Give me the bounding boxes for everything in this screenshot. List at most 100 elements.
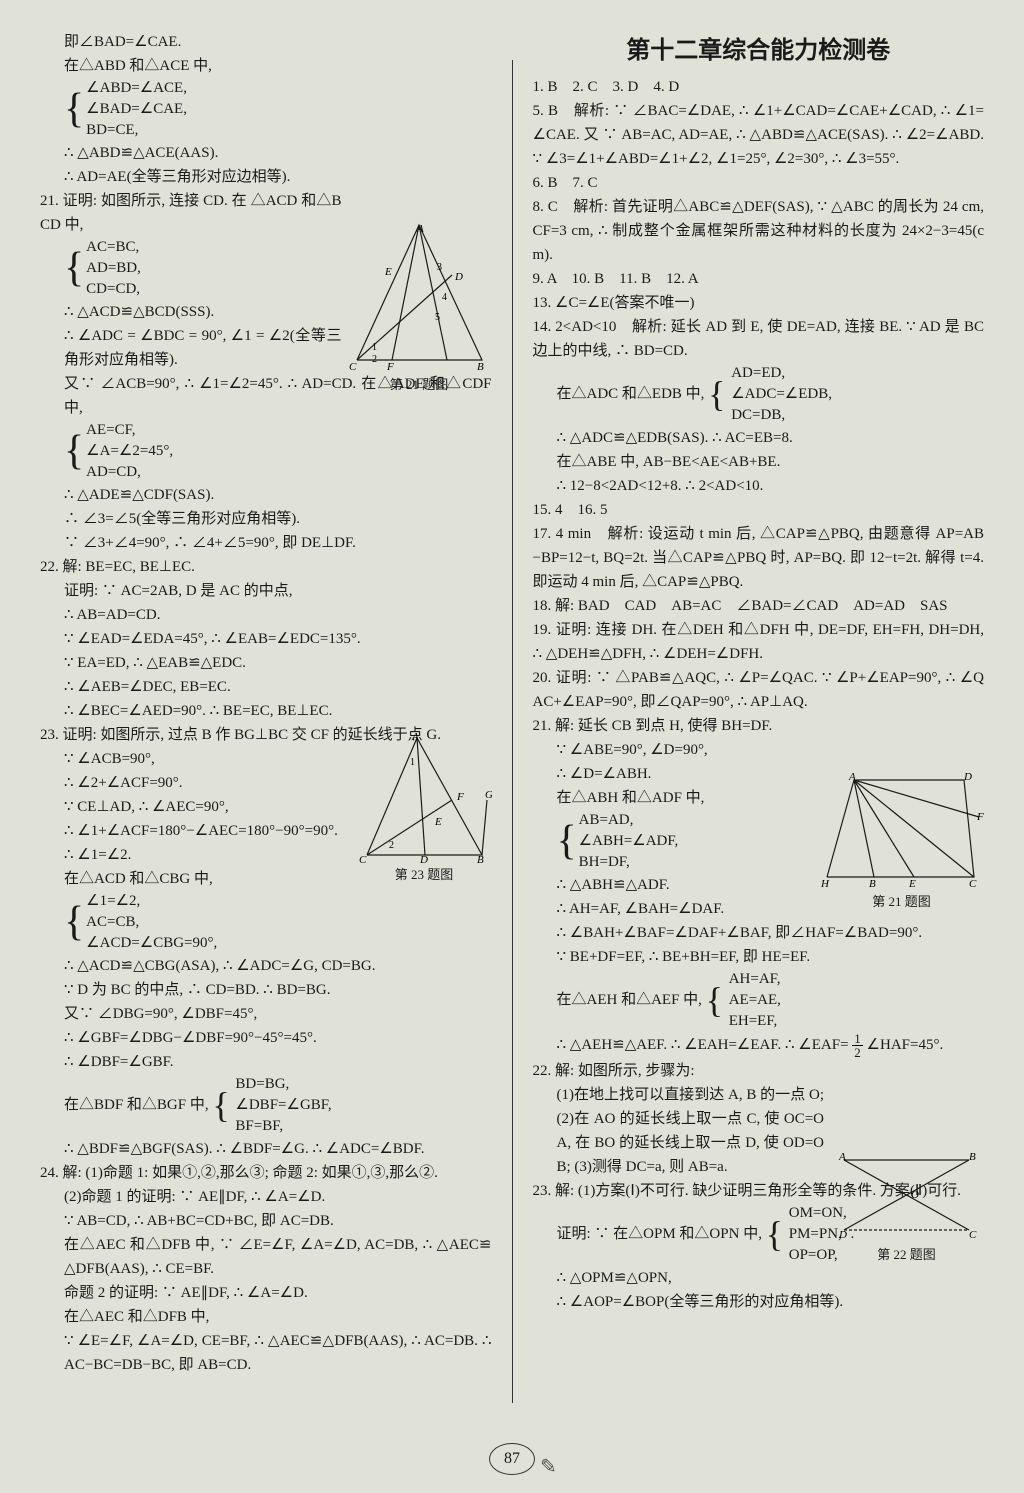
fraction: 1 2 xyxy=(852,1032,863,1059)
brace-item: AC=BC, xyxy=(86,237,141,258)
brace-icon: { xyxy=(766,1214,783,1254)
cross-diagram-icon: A B C D O xyxy=(829,1150,984,1245)
right-column: 第十二章综合能力检测卷 1. B 2. C 3. D 4. D 5. B 解析:… xyxy=(533,30,985,1433)
brace-icon: { xyxy=(64,904,84,942)
page-number: 87 xyxy=(489,1443,535,1475)
svg-text:F: F xyxy=(976,811,984,823)
text: ∴ AD=AE(全等三角形对应边相等). xyxy=(40,165,492,189)
brace-icon: { xyxy=(557,823,577,861)
brace-item: ∠1=∠2, xyxy=(86,891,217,912)
brace-group: { ∠1=∠2, AC=CB, ∠ACD=∠CBG=90°, xyxy=(40,891,492,954)
svg-text:D: D xyxy=(454,271,463,283)
column-divider xyxy=(512,60,513,1403)
svg-text:C: C xyxy=(349,361,357,373)
text: ∴ △ABD≌△ACE(AAS). xyxy=(40,141,492,165)
text: ∴ △AEH≌△AEF. ∴ ∠EAH=∠EAF. ∴ ∠EAF= 1 2 ∠H… xyxy=(533,1032,985,1059)
brace-item: ∠BAD=∠CAE, xyxy=(86,99,187,120)
svg-text:C: C xyxy=(969,878,977,890)
text: ∴ △ADE≌△CDF(SAS). xyxy=(40,483,492,507)
figure-caption: 第 22 题图 xyxy=(829,1244,984,1263)
svg-text:F: F xyxy=(386,361,394,373)
problem-21: 21. 解: 延长 CB 到点 H, 使得 BH=DF. xyxy=(533,714,985,738)
answers: 9. A 10. B 11. B 12. A xyxy=(533,267,985,291)
denominator: 2 xyxy=(852,1046,863,1059)
svg-text:D: D xyxy=(963,772,972,783)
problem-19: 19. 证明: 连接 DH. 在△DEH 和△DFH 中, DE=DF, EH=… xyxy=(533,618,985,666)
brace-icon: { xyxy=(212,1085,229,1125)
text: 在△AEH 和△AEF 中, xyxy=(557,992,702,1008)
brace-item: ∠ACD=∠CBG=90°, xyxy=(86,933,217,954)
problem-22: 22. 解: BE=EC, BE⊥EC. xyxy=(40,555,492,579)
text: 证明: ∵ 在△OPM 和△OPN 中, xyxy=(557,1226,762,1242)
svg-text:O: O xyxy=(911,1189,919,1201)
svg-text:E: E xyxy=(908,878,916,890)
answers: 6. B 7. C xyxy=(533,171,985,195)
text: 在△ABE 中, AB−BE<AE<AB+BE. xyxy=(533,450,985,474)
problem-18: 18. 解: BAD CAD AB=AC ∠BAD=∠CAD AD=AD SAS xyxy=(533,594,985,618)
svg-text:A: A xyxy=(848,772,856,783)
text: ∵ ∠3+∠4=90°, ∴ ∠4+∠5=90°, 即 DE⊥DF. xyxy=(40,531,492,555)
text: 证明: ∵ AC=2AB, D 是 AC 的中点, xyxy=(40,579,492,603)
numerator: 1 xyxy=(852,1032,863,1046)
left-column: 即∠BAD=∠CAE. 在△ABD 和△ACE 中, { ∠ABD=∠ACE, … xyxy=(40,30,492,1433)
text: 即∠BAD=∠CAE. xyxy=(40,30,492,54)
text: ∴ ∠AEB=∠DEC, EB=EC. xyxy=(40,675,492,699)
svg-text:E: E xyxy=(434,816,442,828)
text: ∵ EA=ED, ∴ △EAB≌△EDC. xyxy=(40,651,492,675)
svg-text:5: 5 xyxy=(435,312,440,323)
text: ∴ ∠DBF=∠GBF. xyxy=(40,1050,492,1074)
svg-text:C: C xyxy=(969,1229,977,1241)
brace-item: AH=AF, xyxy=(729,969,781,990)
text: ∴ ∠AOP=∠BOP(全等三角形的对应角相等). xyxy=(533,1290,985,1314)
svg-text:G: G xyxy=(485,789,492,801)
triangle-diagram-icon: A C B F D E 3 4 5 1 2 xyxy=(347,220,492,375)
text: ∴ △ADC≌△EDB(SAS). ∴ AC=EB=8. xyxy=(533,426,985,450)
text: ∵ AB=CD, ∴ AB+BC=CD+BC, 即 AC=DB. xyxy=(40,1209,492,1233)
answers: 15. 4 16. 5 xyxy=(533,498,985,522)
svg-text:B: B xyxy=(969,1151,976,1163)
brace-item: BH=DF, xyxy=(579,852,679,873)
text: ∴ ∠BEC=∠AED=90°. ∴ BE=EC, BE⊥EC. xyxy=(40,699,492,723)
text: ∴ △AEH≌△AEF. ∴ ∠EAH=∠EAF. ∴ ∠EAF= xyxy=(557,1037,849,1053)
svg-text:3: 3 xyxy=(437,262,442,273)
figure-21: A C B F D E 3 4 5 1 2 第 21 题图 xyxy=(347,220,492,375)
text: 在△ABD 和△ACE 中, xyxy=(40,54,492,78)
brace-group: { ∠ABD=∠ACE, ∠BAD=∠CAE, BD=CE, xyxy=(40,78,492,141)
svg-text:F: F xyxy=(456,791,464,803)
text: 在△AEC 和△DFB 中, xyxy=(40,1305,492,1329)
problem-5: 5. B 解析: ∵ ∠BAC=∠DAE, ∴ ∠1+∠CAD=∠CAE+∠CA… xyxy=(533,99,985,171)
brace-group: { AE=CF, ∠A=∠2=45°, AD=CD, xyxy=(40,420,492,483)
figure-caption: 第 23 题图 xyxy=(357,864,492,883)
figure-23: A C B D E F G 1 2 第 23 题图 xyxy=(357,730,492,865)
text: ∵ BE+DF=EF, ∴ BE+BH=EF, 即 HE=EF. xyxy=(533,945,985,969)
brace-item: ∠A=∠2=45°, xyxy=(86,441,173,462)
brace-item: BF=BF, xyxy=(235,1116,331,1137)
text: ∴ △OPM≌△OPN, xyxy=(533,1266,985,1290)
brace-item: AD=BD, xyxy=(86,258,141,279)
text: 在△AEC 和△DFB 中, ∵ ∠E=∠F, ∠A=∠D, AC=DB, ∴ … xyxy=(40,1233,492,1281)
brace-item: BD=CE, xyxy=(86,120,187,141)
text: ∴ AB=AD=CD. xyxy=(40,603,492,627)
text: ∴ ∠GBF=∠DBG−∠DBF=90°−45°=45°. xyxy=(40,1026,492,1050)
svg-text:H: H xyxy=(820,878,830,890)
problem-8: 8. C 解析: 首先证明△ABC≌△DEF(SAS), ∵ △ABC 的周长为… xyxy=(533,195,985,267)
svg-text:4: 4 xyxy=(442,292,447,303)
svg-text:2: 2 xyxy=(372,354,377,365)
chapter-title: 第十二章综合能力检测卷 xyxy=(533,30,985,65)
pencil-icon: ✎ xyxy=(540,1454,557,1479)
figure-caption: 第 21 题图 xyxy=(819,891,984,910)
text: ∴ ∠BAH+∠BAF=∠DAF+∠BAF, 即∠HAF=∠BAD=90°. xyxy=(533,921,985,945)
problem-13: 13. ∠C=∠E(答案不唯一) xyxy=(533,291,985,315)
svg-text:2: 2 xyxy=(389,840,394,851)
text: ∵ ∠ABE=90°, ∠D=90°, xyxy=(533,738,985,762)
quadrilateral-diagram-icon: A D F C E B H xyxy=(819,772,984,892)
brace-icon: { xyxy=(64,91,84,129)
brace-item: ∠ADC=∠EDB, xyxy=(731,384,832,405)
brace-item: CD=CD, xyxy=(86,279,141,300)
triangle-diagram-icon: A C B D E F G 1 2 xyxy=(357,730,492,865)
text: ∴ △ACD≌△CBG(ASA), ∴ ∠ADC=∠G, CD=BG. xyxy=(40,954,492,978)
svg-text:A: A xyxy=(411,731,419,743)
brace-item: DC=DB, xyxy=(731,405,832,426)
brace-icon: { xyxy=(64,433,84,471)
text: ∴ ∠3=∠5(全等三角形对应角相等). xyxy=(40,507,492,531)
